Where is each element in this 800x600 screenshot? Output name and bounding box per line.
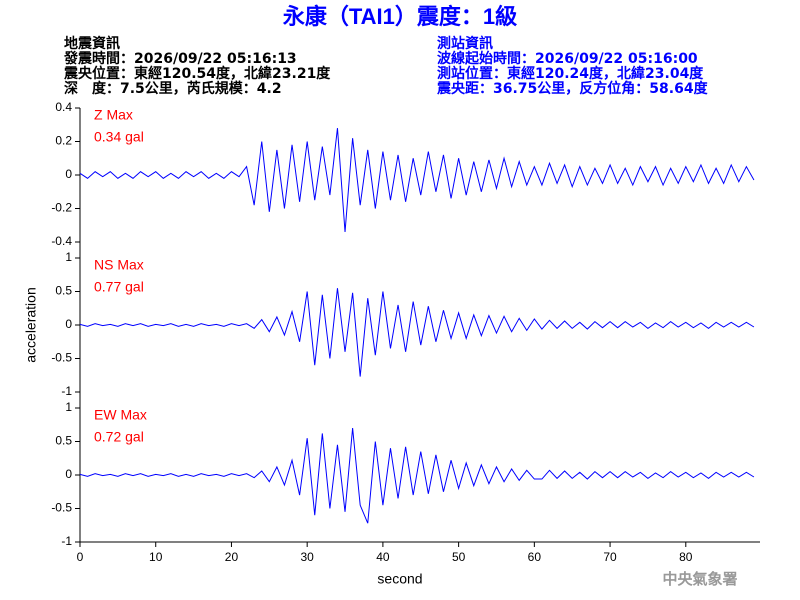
y-tick-label: 0.5 <box>55 284 72 298</box>
footer: 中央氣象署 <box>662 570 737 588</box>
y-tick-label: -0.5 <box>51 501 72 515</box>
waveform <box>79 128 755 232</box>
info-line: 發震時間：2026/09/22 05:16:13 <box>63 50 297 67</box>
y-tick-label: 0.2 <box>55 134 72 148</box>
annotation: Z Max <box>94 107 133 123</box>
y-tick-label: 0 <box>65 167 72 181</box>
y-tick-label: 0.4 <box>55 100 72 114</box>
x-tick-label: 30 <box>300 550 314 564</box>
info-line: 測站資訊 <box>437 35 493 52</box>
annotation: NS Max <box>94 257 144 273</box>
info-line: 震央距：36.75公里，反方位角：58.64度 <box>436 80 709 97</box>
x-tick-label: 60 <box>528 550 542 564</box>
y-axis-label: acceleration <box>23 287 39 363</box>
x-tick-label: 50 <box>452 550 466 564</box>
y-tick-label: 0.5 <box>55 434 72 448</box>
y-tick-label: -0.4 <box>51 234 72 248</box>
y-tick-label: 0 <box>65 467 72 481</box>
annotation: 0.34 gal <box>94 129 144 145</box>
x-axis-label: second <box>377 571 422 587</box>
y-tick-label: -1 <box>61 534 72 548</box>
annotation: 0.77 gal <box>94 279 144 295</box>
info-line: 深 度：7.5公里，芮氏規模：4.2 <box>64 80 282 97</box>
x-tick-label: 70 <box>603 550 617 564</box>
info-line: 地震資訊 <box>64 35 120 52</box>
waveform <box>79 428 755 524</box>
y-tick-label: 1 <box>65 400 72 414</box>
chart-title: 永康（TAI1）震度：1級 <box>283 4 517 29</box>
info-line: 測站位置：東經120.24度，北緯23.04度 <box>437 65 704 82</box>
x-tick-label: 40 <box>376 550 390 564</box>
y-tick-label: -1 <box>61 384 72 398</box>
x-tick-label: 20 <box>225 550 239 564</box>
x-tick-label: 10 <box>149 550 163 564</box>
annotation: EW Max <box>94 407 147 423</box>
x-tick-label: 80 <box>679 550 693 564</box>
y-tick-label: -0.2 <box>51 201 72 215</box>
y-tick-label: 0 <box>65 317 72 331</box>
waveform <box>79 288 755 377</box>
y-tick-label: -0.5 <box>51 351 72 365</box>
annotation: 0.72 gal <box>94 429 144 445</box>
info-line: 波線起始時間：2026/09/22 05:16:00 <box>437 50 698 67</box>
x-tick-label: 0 <box>77 550 84 564</box>
y-tick-label: 1 <box>65 250 72 264</box>
info-line: 震央位置：東經120.54度，北緯23.21度 <box>63 65 331 82</box>
